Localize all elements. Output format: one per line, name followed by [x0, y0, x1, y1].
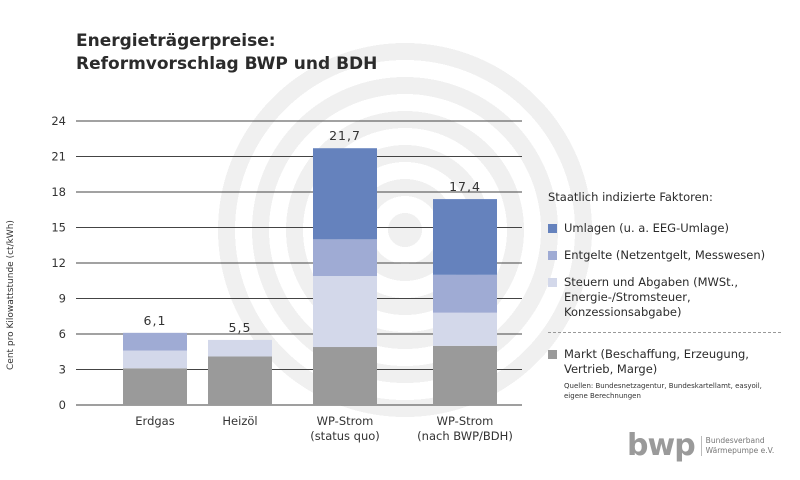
legend-swatch-markt: [548, 350, 557, 359]
legend-label-steuern: Steuern und Abgaben (MWSt., Energie-/Str…: [564, 275, 738, 319]
bar-segment-2-2: [313, 239, 377, 277]
bar-segment-3-2: [433, 274, 497, 313]
y-tick-label-18: 18: [51, 185, 66, 199]
logo-subtitle: Bundesverband Wärmepumpe e.V.: [700, 435, 775, 456]
source-note: Quellen: Bundesnetzagentur, Bundeskartel…: [564, 382, 762, 400]
legend-header: Staatlich indizierte Faktoren:: [548, 190, 713, 204]
y-tick-label-12: 12: [51, 256, 66, 270]
bar-segment-1-0: [208, 356, 272, 405]
chart-title: Energieträgerpreise: Reformvorschlag BWP…: [76, 30, 377, 76]
bar-segment-3-1: [433, 312, 497, 346]
bar-segment-0-1: [123, 350, 187, 369]
x-category-label-3-0: WP-Strom: [437, 414, 494, 428]
x-category-label-0-0: Erdgas: [135, 414, 174, 428]
x-category-label-1-0: Heizöl: [222, 414, 257, 428]
y-tick-label-6: 6: [59, 327, 66, 341]
legend-swatch-steuern: [548, 278, 557, 287]
y-tick-label-15: 15: [51, 221, 66, 235]
legend-item-entgelte: Entgelte (Netzentgelt, Messwesen): [548, 248, 793, 263]
bar-segment-3-0: [433, 345, 497, 405]
legend-item-umlagen: Umlagen (u. a. EEG-Umlage): [548, 221, 793, 236]
spiral-watermark: [215, 40, 595, 420]
bar-segment-0-2: [123, 332, 187, 351]
y-tick-label-0: 0: [59, 398, 66, 412]
y-tick-label-9: 9: [59, 292, 66, 306]
chart-title-line2: Reformvorschlag BWP und BDH: [76, 54, 378, 74]
legend-item-markt: Markt (Beschaffung, Erzeugung, Vertrieb,…: [548, 347, 793, 377]
bar-segment-2-0: [313, 347, 377, 405]
bar-segment-1-1: [208, 339, 272, 357]
legend-swatch-umlagen: [548, 224, 557, 233]
chart-title-line1: Energieträgerpreise:: [76, 31, 276, 51]
legend-label-entgelte: Entgelte (Netzentgelt, Messwesen): [564, 248, 766, 262]
legend-divider: [548, 332, 781, 333]
x-category-label-3-1: (nach BWP/BDH): [417, 429, 513, 443]
x-category-label-2-1: (status quo): [310, 429, 380, 443]
bar-total-label-3: 17,4: [449, 179, 481, 194]
logo-subtitle-line1: Bundesverband: [705, 435, 765, 445]
bar-segment-0-0: [123, 368, 187, 405]
y-tick-label-21: 21: [51, 150, 66, 164]
bar-total-label-0: 6,1: [144, 313, 167, 328]
logo-subtitle-line2: Wärmepumpe e.V.: [705, 445, 775, 455]
bar-total-label-1: 5,5: [229, 320, 252, 335]
legend-label-umlagen: Umlagen (u. a. EEG-Umlage): [564, 221, 729, 235]
bwp-logo: bwp Bundesverband Wärmepumpe e.V.: [627, 428, 774, 463]
y-tick-label-3: 3: [59, 363, 66, 377]
legend-label-markt: Markt (Beschaffung, Erzeugung, Vertrieb,…: [564, 347, 749, 376]
x-category-label-2-0: WP-Strom: [317, 414, 374, 428]
legend: Staatlich indizierte Faktoren: Umlagen (…: [548, 190, 793, 401]
bar-segment-2-1: [313, 276, 377, 348]
y-tick-label-24: 24: [51, 114, 66, 128]
bar-segment-3-3: [433, 199, 497, 275]
bar-segment-2-3: [313, 148, 377, 240]
legend-swatch-entgelte: [548, 251, 557, 260]
legend-item-steuern: Steuern und Abgaben (MWSt., Energie-/Str…: [548, 275, 793, 320]
bar-total-label-2: 21,7: [329, 128, 361, 143]
logo-wordmark: bwp: [627, 428, 696, 463]
